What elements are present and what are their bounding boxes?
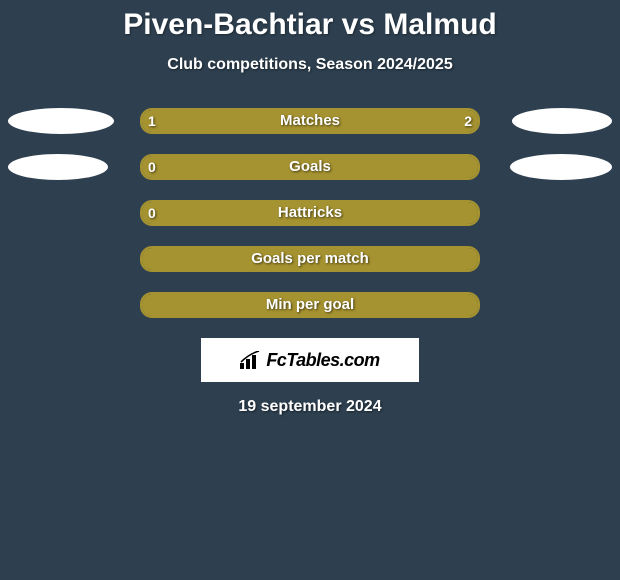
player-left-ellipse — [8, 154, 108, 180]
stat-bar-fill-right — [142, 202, 478, 224]
stat-bar-track — [140, 154, 480, 180]
stat-row: Goals0 — [0, 154, 620, 180]
stat-row: Goals per match — [0, 246, 620, 272]
stat-bar-fill-right — [142, 248, 478, 270]
stat-bar-fill-left — [142, 110, 253, 132]
stat-bar-fill-right — [142, 156, 478, 178]
brand-box: FcTables.com — [201, 338, 419, 382]
page-title: Piven-Bachtiar vs Malmud — [0, 0, 620, 42]
player-left-ellipse — [8, 108, 114, 134]
comparison-chart: Matches12 Goals0 Hattricks0 Goals per match… — [0, 108, 620, 318]
stat-bar-track — [140, 292, 480, 318]
stat-row: Min per goal — [0, 292, 620, 318]
stat-bar-fill-right — [253, 110, 478, 132]
stat-row: Hattricks0 — [0, 200, 620, 226]
player-right-ellipse — [510, 154, 612, 180]
brand-text: FcTables.com — [266, 350, 379, 371]
date-label: 19 september 2024 — [0, 398, 620, 416]
stat-bar-track — [140, 108, 480, 134]
subtitle: Club competitions, Season 2024/2025 — [0, 56, 620, 74]
stat-bar-track — [140, 246, 480, 272]
stat-row: Matches12 — [0, 108, 620, 134]
player-right-ellipse — [512, 108, 612, 134]
stat-bar-track — [140, 200, 480, 226]
bar-chart-icon — [240, 351, 262, 369]
stat-bar-fill-right — [142, 294, 478, 316]
